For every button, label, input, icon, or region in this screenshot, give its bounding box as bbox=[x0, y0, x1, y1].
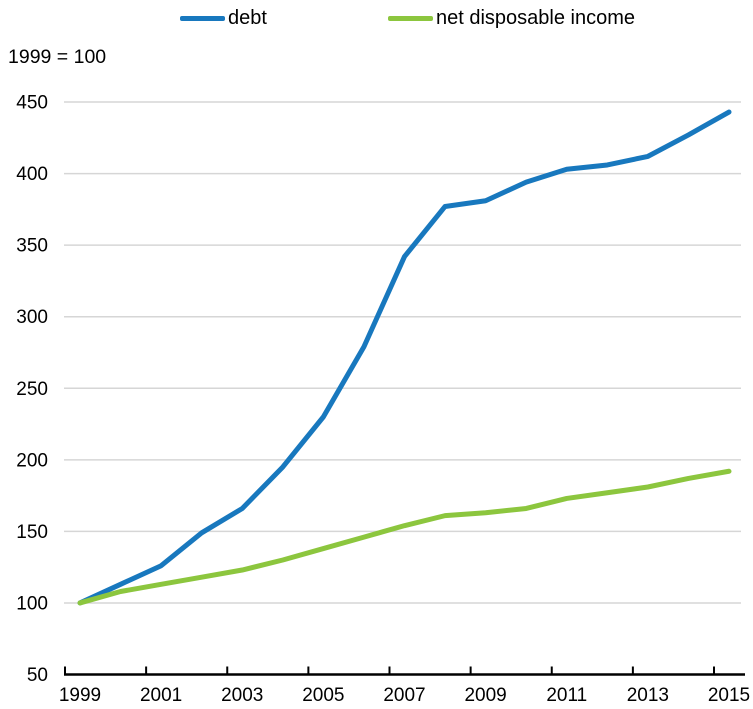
y-axis-label: 150 bbox=[16, 522, 48, 543]
income-line-swatch bbox=[388, 15, 433, 21]
x-axis-label: 2003 bbox=[221, 685, 263, 706]
x-axis-label: 2007 bbox=[383, 685, 425, 706]
x-axis-label: 2005 bbox=[302, 685, 344, 706]
y-axis-label: 400 bbox=[16, 164, 48, 185]
y-axis-label: 350 bbox=[16, 236, 48, 257]
debt-line-swatch bbox=[180, 15, 225, 21]
legend-item-income: net disposable income bbox=[388, 6, 635, 30]
y-axis-label: 100 bbox=[16, 593, 48, 614]
legend-item-debt: debt bbox=[180, 6, 267, 30]
x-axis-label: 1999 bbox=[59, 685, 101, 706]
y-axis-label: 300 bbox=[16, 307, 48, 328]
y-axis-label: 200 bbox=[16, 450, 48, 471]
y-axis-label: 250 bbox=[16, 379, 48, 400]
x-axis-label: 2009 bbox=[464, 685, 506, 706]
index-base-note: 1999 = 100 bbox=[8, 46, 107, 68]
x-axis-label: 2015 bbox=[708, 685, 750, 706]
series-line-debt bbox=[77, 109, 732, 606]
x-axis-label: 2013 bbox=[627, 685, 669, 706]
legend-label-debt: debt bbox=[228, 7, 267, 29]
x-axis-label: 2001 bbox=[140, 685, 182, 706]
y-axis-label: 50 bbox=[27, 665, 48, 686]
x-axis-label: 2011 bbox=[546, 685, 587, 706]
legend-label-income: net disposable income bbox=[436, 7, 636, 29]
series-line-net-disposable-income bbox=[77, 468, 732, 606]
y-axis-label: 450 bbox=[16, 93, 48, 114]
